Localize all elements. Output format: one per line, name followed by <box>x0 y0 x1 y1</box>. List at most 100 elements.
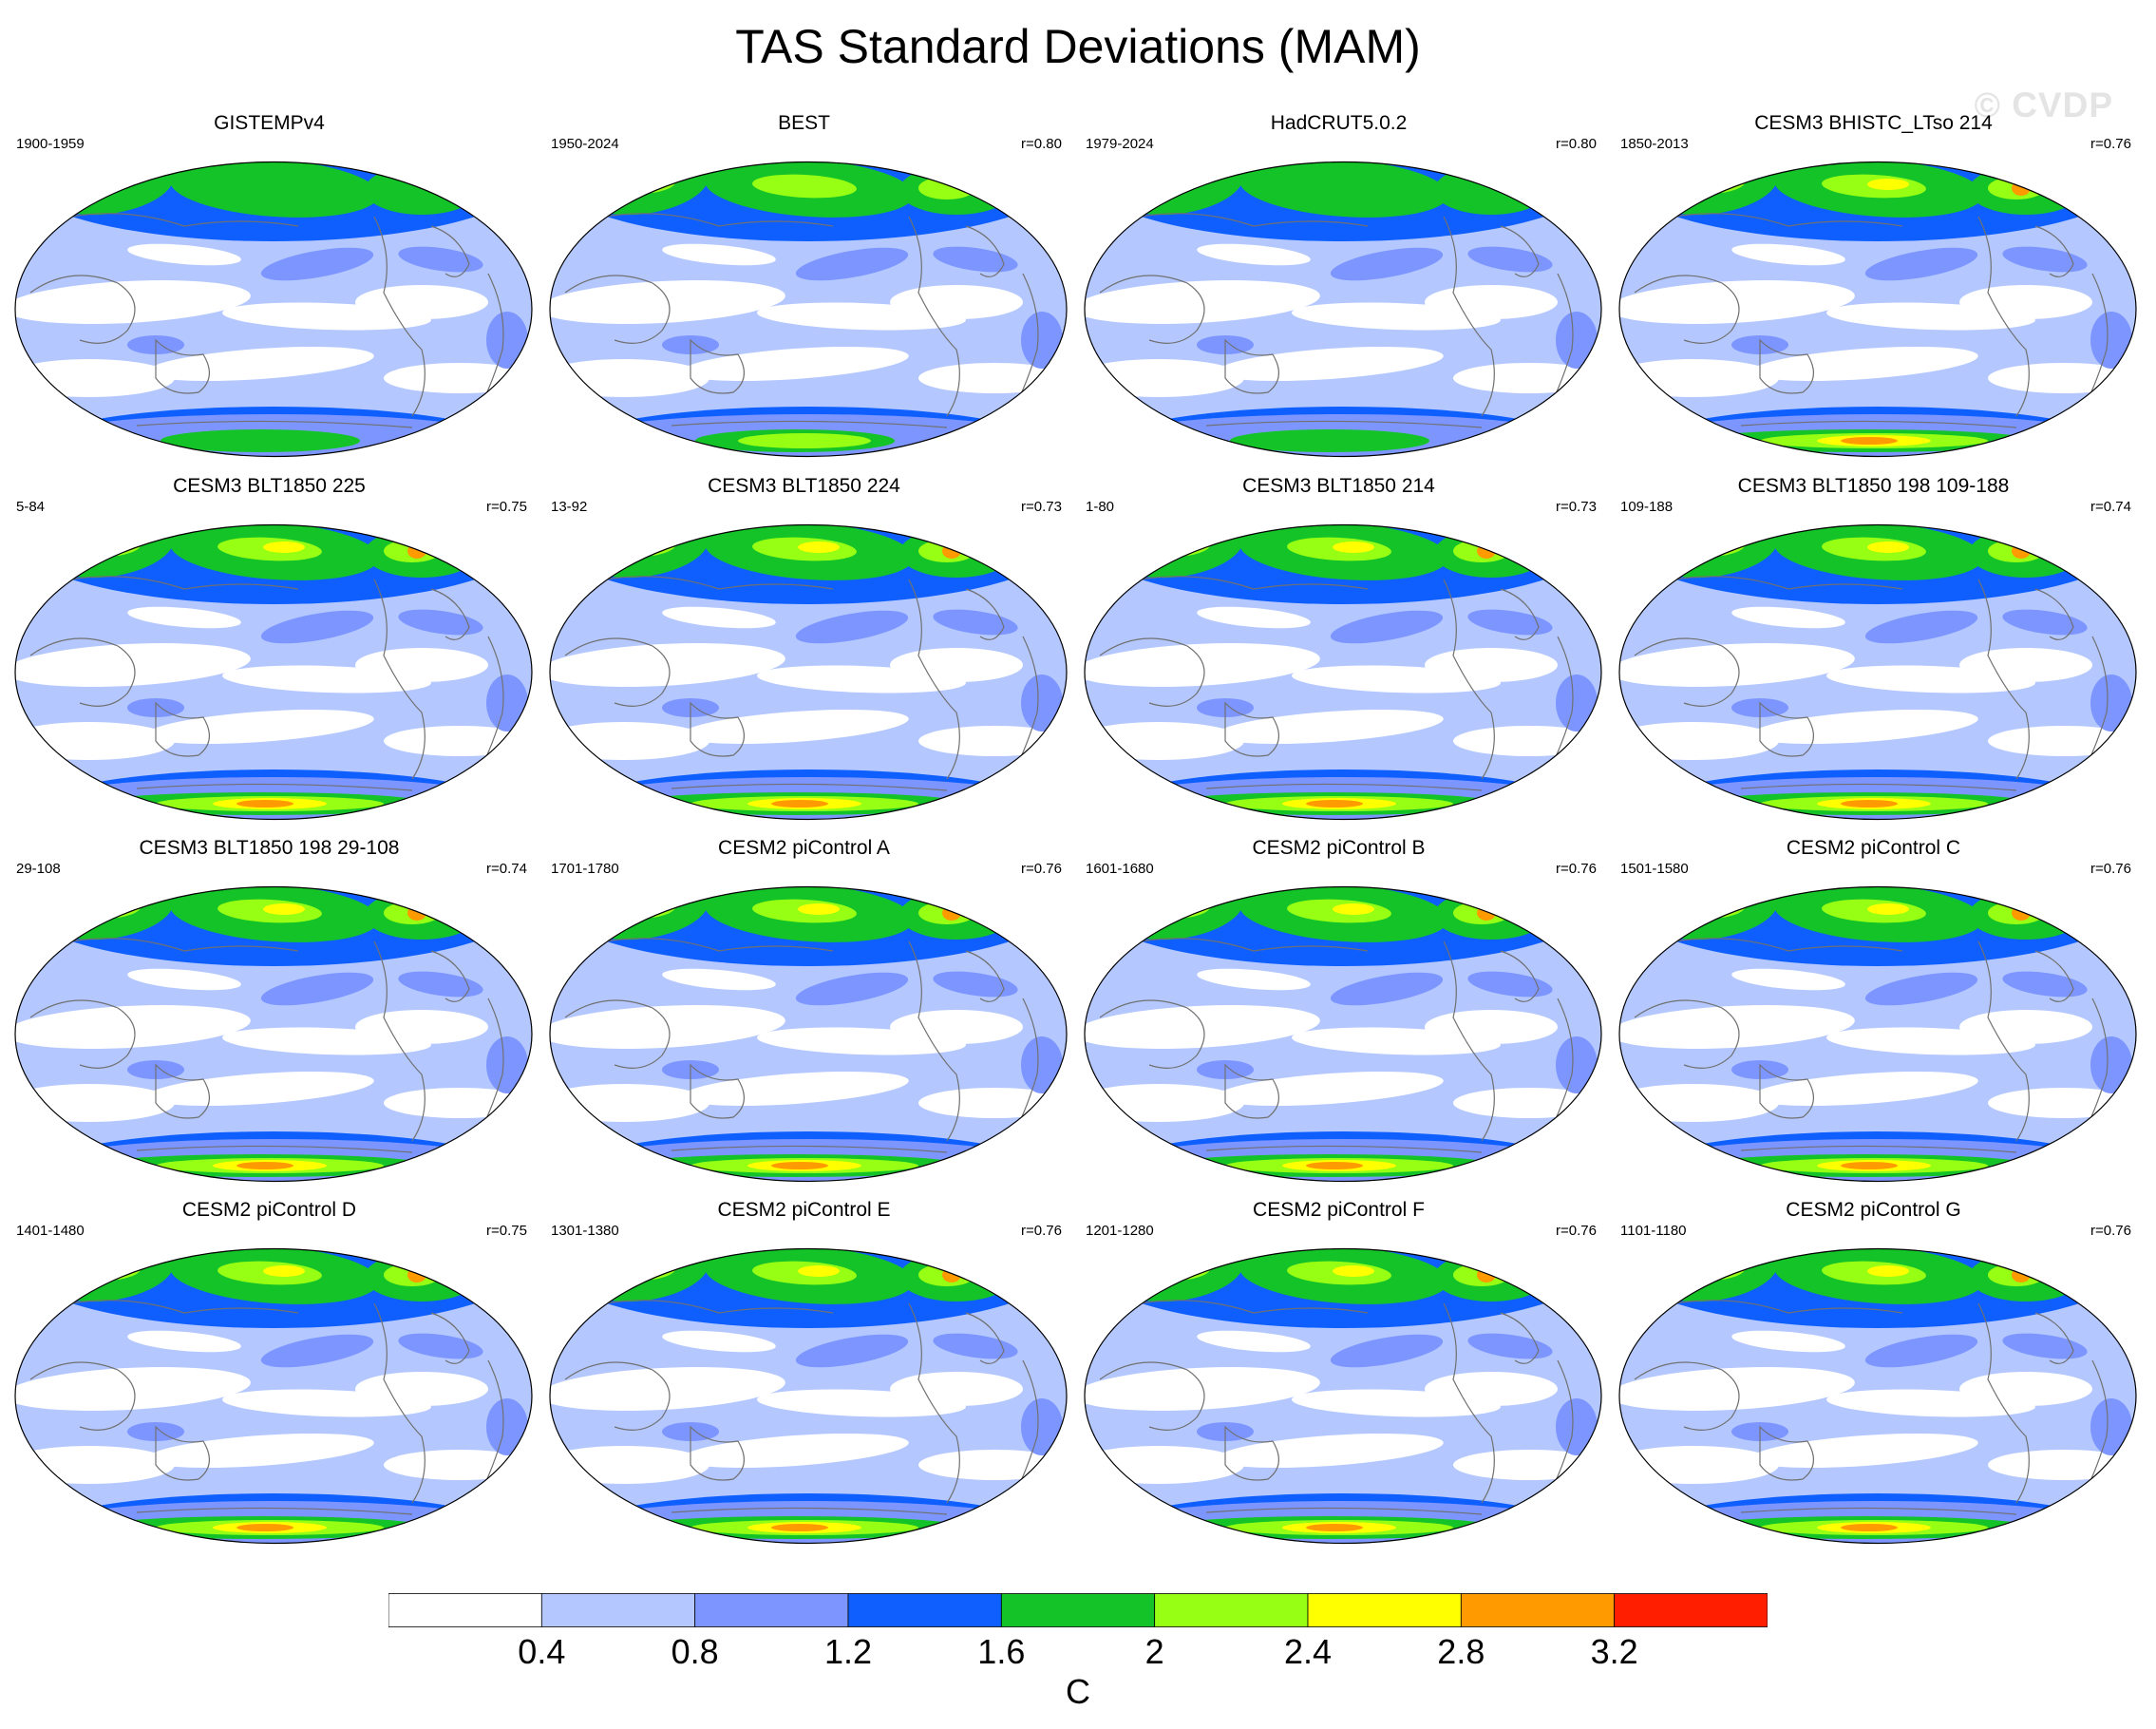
map-field <box>1084 885 1602 1183</box>
map-field <box>14 161 533 458</box>
map-panel: CESM3 BLT1850 214 1-80 r=0.73 <box>1071 475 1606 836</box>
colorbar-tick-label: 2 <box>1144 1632 1164 1671</box>
panel-title: CESM2 piControl C <box>1786 837 1961 859</box>
map-field <box>1618 1247 2137 1545</box>
panel-years: 1900-1959 <box>16 136 85 152</box>
map-field <box>1084 161 1602 458</box>
panel-correlation: r=0.76 <box>1556 861 1597 877</box>
panel-title: CESM3 BLT1850 198 29-108 <box>139 837 400 859</box>
panel-years: 1201-1280 <box>1086 1223 1154 1239</box>
map-panel: BEST 1950-2024 r=0.80 <box>537 112 1071 473</box>
panel-years: 5-84 <box>16 499 46 515</box>
map-panel: CESM2 piControl B 1601-1680 r=0.76 <box>1071 837 1606 1198</box>
panel-correlation: r=0.73 <box>1021 499 1062 515</box>
panel-title: CESM3 BHISTC_LTso 214 <box>1754 112 1993 134</box>
map-panel: CESM2 piControl C 1501-1580 r=0.76 <box>1606 837 2141 1198</box>
colorbar-tick-label: 0.8 <box>671 1632 719 1671</box>
colorbar-swatch <box>694 1593 849 1627</box>
map-panel: CESM3 BHISTC_LTso 214 1850-2013 r=0.76 <box>1606 112 2141 473</box>
map-field <box>1084 523 1602 821</box>
panel-years: 29-108 <box>16 861 61 877</box>
panel-title: CESM3 BLT1850 225 <box>173 475 366 497</box>
panel-title: GISTEMPv4 <box>214 112 325 134</box>
colorbar-tick-label: 2.4 <box>1283 1632 1333 1671</box>
map-field <box>14 523 533 821</box>
panel-years: 1301-1380 <box>551 1223 619 1239</box>
map-field <box>549 161 1068 458</box>
colorbar-tick-label: 1.2 <box>823 1632 873 1671</box>
panel-years: 1979-2024 <box>1086 136 1154 152</box>
map-field <box>14 885 533 1183</box>
panel-years: 1701-1780 <box>551 861 619 877</box>
map-field <box>1084 1247 1602 1545</box>
map-panel: CESM3 BLT1850 198 29-108 29-108 r=0.74 <box>2 837 537 1198</box>
map-field <box>549 523 1068 821</box>
panel-correlation: r=0.73 <box>1556 499 1597 515</box>
panel-title: CESM3 BLT1850 214 <box>1242 475 1435 497</box>
panel-title: CESM3 BLT1850 198 109-188 <box>1737 475 2010 497</box>
map-panel: CESM3 BLT1850 198 109-188 109-188 r=0.74 <box>1606 475 2141 836</box>
map-panel: CESM2 piControl F 1201-1280 r=0.76 <box>1071 1199 1606 1560</box>
panel-title: CESM2 piControl D <box>181 1199 357 1221</box>
colorbar-swatch <box>1460 1593 1616 1627</box>
panel-title: HadCRUT5.0.2 <box>1270 112 1408 134</box>
panel-title: CESM3 BLT1850 224 <box>708 475 900 497</box>
panel-years: 1501-1580 <box>1620 861 1689 877</box>
colorbar-swatch <box>540 1593 696 1627</box>
panel-years: 1101-1180 <box>1620 1223 1687 1239</box>
map-field <box>1618 523 2137 821</box>
map-panel: CESM2 piControl E 1301-1380 r=0.76 <box>537 1199 1071 1560</box>
colorbar-tick-label: 1.6 <box>977 1632 1026 1671</box>
map-field <box>1618 161 2137 458</box>
panel-years: 1-80 <box>1086 499 1115 515</box>
panel-years: 1401-1480 <box>16 1223 85 1239</box>
map-panel: CESM2 piControl D 1401-1480 r=0.75 <box>2 1199 537 1560</box>
cvdp-watermark: © CVDP <box>1974 86 2113 124</box>
panel-correlation: r=0.76 <box>2090 1223 2131 1239</box>
panel-correlation: r=0.76 <box>2090 861 2131 877</box>
colorbar-swatch <box>1000 1593 1156 1627</box>
colorbar-tick-label: 0.4 <box>518 1632 566 1671</box>
map-field <box>549 885 1068 1183</box>
panel-years: 13-92 <box>551 499 588 515</box>
map-panel: CESM3 BLT1850 224 13-92 r=0.73 <box>537 475 1071 836</box>
panel-title: CESM2 piControl A <box>718 837 890 859</box>
map-field <box>549 1247 1068 1545</box>
map-panel-grid: GISTEMPv4 1900-1959 BEST 1950-2024 r=0.80 Had… <box>2 112 2141 1560</box>
panel-correlation: r=0.80 <box>1556 136 1597 152</box>
panel-correlation: r=0.76 <box>1021 861 1062 877</box>
panel-correlation: r=0.80 <box>1021 136 1062 152</box>
panel-correlation: r=0.76 <box>1556 1223 1597 1239</box>
panel-title: BEST <box>778 112 830 134</box>
panel-correlation: r=0.76 <box>2090 136 2131 152</box>
colorbar-swatch <box>847 1593 1002 1627</box>
colorbar-units: C <box>1066 1672 1090 1711</box>
panel-correlation: r=0.76 <box>1021 1223 1062 1239</box>
colorbar-swatch <box>388 1593 542 1627</box>
panel-correlation: r=0.75 <box>486 1223 527 1239</box>
map-panel: GISTEMPv4 1900-1959 <box>2 112 537 473</box>
panel-years: 1950-2024 <box>551 136 619 152</box>
panel-correlation: r=0.74 <box>486 861 527 877</box>
map-panel: CESM2 piControl G 1101-1180 r=0.76 <box>1606 1199 2141 1560</box>
panel-title: CESM2 piControl G <box>1786 1199 1961 1221</box>
map-field <box>14 1247 533 1545</box>
map-panel: HadCRUT5.0.2 1979-2024 r=0.80 <box>1071 112 1606 473</box>
panel-title: CESM2 piControl E <box>717 1199 891 1221</box>
panel-years: 1850-2013 <box>1620 136 1689 152</box>
panel-years: 1601-1680 <box>1086 861 1154 877</box>
colorbar-swatch <box>1307 1593 1462 1627</box>
colorbar-swatch <box>1154 1593 1309 1627</box>
panel-title: CESM2 piControl F <box>1253 1199 1425 1221</box>
map-field <box>1618 885 2137 1183</box>
panel-title: CESM2 piControl B <box>1252 837 1426 859</box>
panel-correlation: r=0.74 <box>2090 499 2131 515</box>
colorbar <box>388 1593 1768 1627</box>
panel-correlation: r=0.75 <box>486 499 527 515</box>
panel-years: 109-188 <box>1620 499 1674 515</box>
colorbar-swatch <box>1614 1593 1768 1627</box>
colorbar-tick-label: 3.2 <box>1590 1632 1638 1671</box>
colorbar-tick-label: 2.8 <box>1437 1632 1485 1671</box>
map-panel: CESM2 piControl A 1701-1780 r=0.76 <box>537 837 1071 1198</box>
figure-title: TAS Standard Deviations (MAM) <box>735 20 1421 73</box>
